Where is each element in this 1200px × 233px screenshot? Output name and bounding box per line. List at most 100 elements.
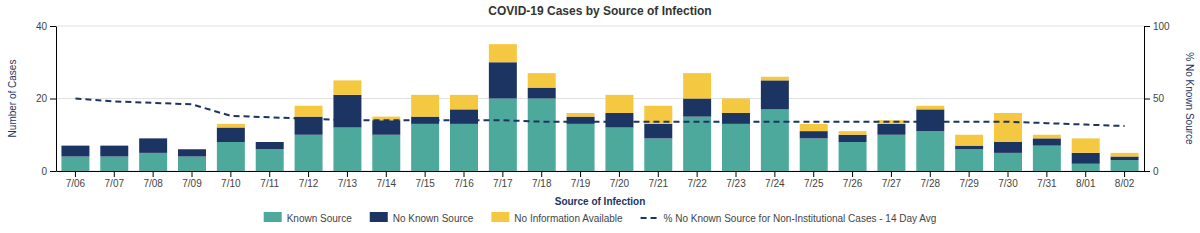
- tick-label: 7/26: [843, 178, 863, 189]
- bar: [916, 106, 944, 110]
- bar: [916, 109, 944, 131]
- bar: [256, 142, 284, 149]
- bar: [139, 138, 167, 139]
- bar: [761, 77, 789, 81]
- bar: [994, 142, 1022, 153]
- tick-mark: [1124, 171, 1125, 177]
- tick-label: 7/29: [959, 178, 979, 189]
- y-tick: 20: [36, 93, 56, 104]
- bar: [489, 62, 517, 98]
- bar: [139, 153, 167, 171]
- tick-label: 7/28: [921, 178, 941, 189]
- bar: [333, 95, 361, 128]
- bar-series: [217, 44, 1139, 156]
- legend-label: Known Source: [287, 213, 352, 224]
- tick-mark: [930, 171, 931, 177]
- bar: [800, 138, 828, 171]
- tick-mark: [813, 171, 814, 177]
- tick-mark: [230, 171, 231, 177]
- bar-series: [61, 99, 1138, 172]
- x-tick: 7/10: [221, 171, 241, 189]
- bar: [528, 99, 556, 172]
- bar: [683, 73, 711, 98]
- legend-swatch: [264, 212, 282, 222]
- x-tick: 7/29: [959, 171, 979, 189]
- legend-label: No Information Available: [514, 213, 623, 224]
- x-tick: 8/02: [1115, 171, 1135, 189]
- bar: [994, 153, 1022, 171]
- x-tick: 7/23: [726, 171, 746, 189]
- tick-mark: [50, 99, 56, 100]
- bar: [528, 88, 556, 99]
- bar: [61, 157, 89, 172]
- y2-tick: 50: [1144, 93, 1165, 104]
- tick-label: 7/15: [415, 178, 435, 189]
- bar: [256, 149, 284, 171]
- x-tick: 7/19: [571, 171, 591, 189]
- bar: [100, 146, 128, 157]
- tick-mark: [852, 171, 853, 177]
- bar: [567, 113, 595, 117]
- bar: [217, 128, 245, 143]
- tick-mark: [891, 171, 892, 177]
- bar: [722, 99, 750, 114]
- legend-entry: Known Source: [264, 212, 352, 224]
- tick-label: 7/27: [882, 178, 902, 189]
- bar: [61, 145, 89, 146]
- legend-swatch: [641, 217, 659, 219]
- tick-label: 7/22: [687, 178, 707, 189]
- tick-mark: [308, 171, 309, 177]
- tick-mark: [386, 171, 387, 177]
- bar: [333, 80, 361, 95]
- legend-entry: No Information Available: [491, 212, 623, 224]
- legend: Source of InfectionKnown SourceNo Known …: [264, 196, 937, 224]
- tick-label: 7/20: [610, 178, 630, 189]
- x-tick: 7/16: [454, 171, 474, 189]
- tick-mark: [774, 171, 775, 177]
- bar: [1072, 164, 1100, 171]
- x-tick: 7/22: [687, 171, 707, 189]
- bar: [1111, 160, 1139, 171]
- x-tick: 7/31: [1037, 171, 1057, 189]
- tick-label: 7/17: [493, 178, 513, 189]
- bar: [372, 135, 400, 171]
- y2-axis: 050100: [1144, 21, 1170, 177]
- tick-label: 7/21: [649, 178, 669, 189]
- bar: [644, 124, 672, 139]
- bar: [839, 135, 867, 142]
- bar: [955, 146, 983, 150]
- tick-mark: [1046, 171, 1047, 177]
- y2-tick: 100: [1144, 21, 1170, 32]
- bar: [411, 95, 439, 117]
- legend-label: % No Known Source for Non-Institutional …: [664, 213, 937, 224]
- bar: [450, 95, 478, 110]
- bar: [178, 149, 206, 156]
- x-tick: 7/17: [493, 171, 513, 189]
- tick-mark: [1008, 171, 1009, 177]
- tick-label: 100: [1153, 21, 1170, 32]
- title: COVID-19 Cases by Source of Infection: [488, 4, 711, 18]
- tick-label: 7/08: [143, 178, 163, 189]
- tick-mark: [580, 171, 581, 177]
- tick-mark: [347, 171, 348, 177]
- bar: [839, 142, 867, 171]
- tick-label: 7/24: [765, 178, 785, 189]
- legend-swatch: [491, 212, 509, 222]
- bar: [217, 142, 245, 171]
- legend-swatch: [370, 212, 388, 222]
- bar: [178, 149, 206, 150]
- bar: [955, 149, 983, 171]
- tick-label: 7/30: [998, 178, 1018, 189]
- bar: [605, 95, 633, 113]
- tick-mark: [697, 171, 698, 177]
- grid-line: [56, 98, 1144, 99]
- bar: [877, 120, 905, 124]
- bar: [605, 113, 633, 128]
- chart: 7/067/077/087/097/107/117/127/137/147/15…: [0, 0, 1200, 233]
- bar: [1111, 157, 1139, 161]
- tick-label: 8/02: [1115, 178, 1135, 189]
- tick-mark: [541, 171, 542, 177]
- x-tick: 7/07: [105, 171, 125, 189]
- bar: [372, 120, 400, 135]
- tick-label: 7/13: [338, 178, 358, 189]
